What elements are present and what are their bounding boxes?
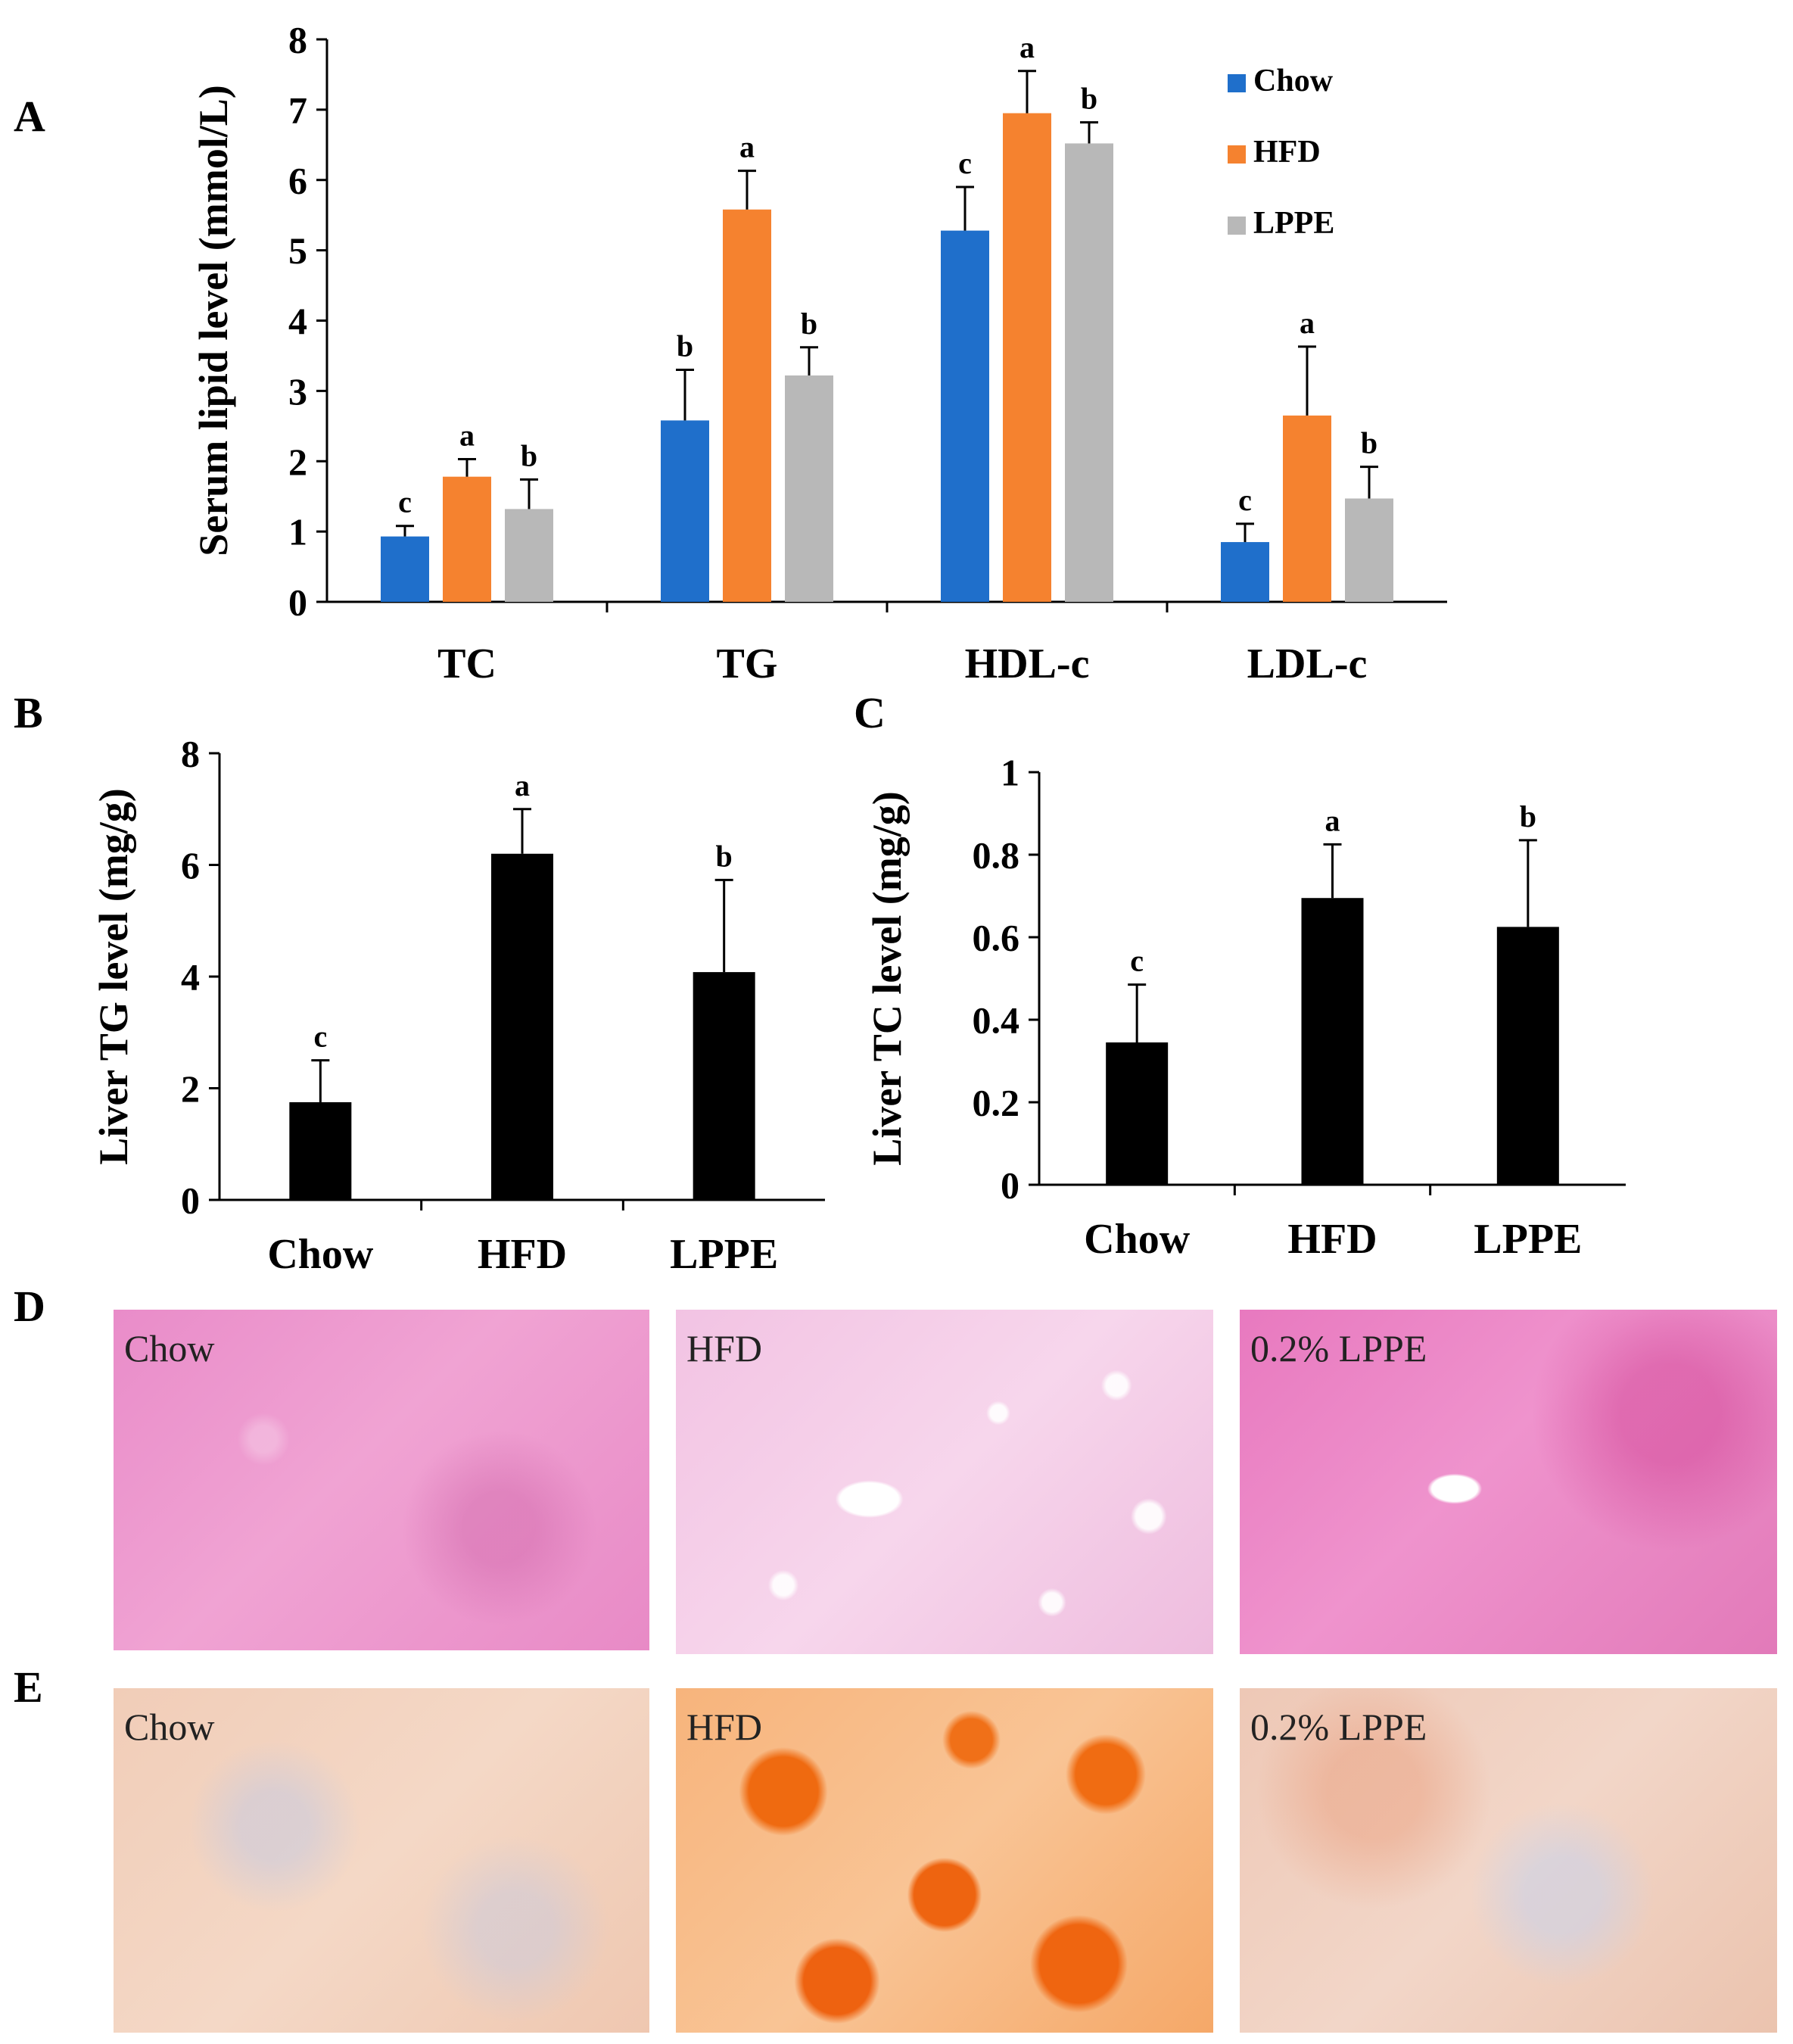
y-axis-label: Serum lipid level (mmol/L) [191,85,236,556]
x-category-label: HDL-c [965,640,1090,687]
micrograph-e-chow: Chow [114,1688,649,2033]
bar [723,209,771,602]
panel-label-a: A [14,92,45,141]
bar [1283,415,1331,602]
y-tick-label: 0.8 [973,834,1020,877]
legend-swatch [1228,217,1246,235]
y-tick-label: 2 [181,1067,200,1110]
bar [443,476,491,602]
bar [381,536,429,602]
x-category-label: LDL-c [1247,640,1368,687]
significance-letter: c [958,146,972,180]
y-tick-label: 1 [288,511,307,553]
y-tick-label: 1 [1001,752,1019,794]
micrograph-d-chow: Chow [114,1310,649,1650]
panel-label-c: C [854,688,886,737]
significance-letter: c [313,1020,327,1054]
y-tick-label: 2 [288,441,307,483]
micrograph-label: 0.2% LPPE [1250,1327,1427,1369]
y-tick-label: 7 [288,89,307,131]
significance-letter: a [459,418,475,452]
y-tick-label: 4 [181,956,200,999]
y-tick-label: 0.4 [973,999,1020,1042]
significance-letter: c [1130,944,1144,978]
y-tick-label: 4 [288,300,307,342]
bar [1106,1042,1169,1185]
bar [1221,542,1269,602]
panel-label-b: B [14,688,43,737]
y-tick-label: 5 [288,229,307,272]
micrograph-e-hfd: HFD [676,1688,1213,2033]
chart-c-liver-tc: 0 0.2 0.4 0.6 0.8 1 Liver TC level (mg/g) Chow H… [864,752,1626,1263]
y-tick-label: 0 [288,581,307,624]
significance-letter: b [1081,82,1097,116]
significance-letter: b [677,329,693,363]
micrograph-label: Chow [124,1706,215,1748]
significance-letter: a [515,768,530,802]
bar [289,1101,352,1200]
x-category-label: HFD [1287,1216,1377,1263]
significance-letter: b [521,438,537,472]
micrograph-label: Chow [124,1327,215,1369]
y-tick-label: 0 [181,1179,200,1222]
chart-b-liver-tg: 0 2 4 6 8 Liver TG level (mg/g) Chow HFD LPPE c a b [91,733,825,1278]
significance-letter: b [1361,426,1377,460]
bar [693,972,755,1200]
y-tick-label: 8 [288,19,307,61]
significance-letter: b [801,307,817,341]
y-tick-label: 0.6 [973,917,1020,959]
legend-label: Chow [1253,64,1334,98]
y-tick-label: 8 [181,733,200,775]
legend-label: LPPE [1253,206,1334,241]
bar [491,853,553,1200]
significance-letter: b [1520,799,1536,833]
legend-label: HFD [1253,135,1321,170]
y-tick-label: 6 [288,159,307,201]
bar [785,375,833,602]
bar [661,420,709,602]
x-category-label: TG [717,640,778,687]
y-axis-label: Liver TG level (mg/g) [91,788,136,1164]
y-tick-label: 3 [288,370,307,413]
y-axis-label: Liver TC level (mg/g) [864,791,910,1165]
bar [1065,143,1113,602]
micrograph-label: HFD [686,1327,763,1369]
micrograph-e-lppe: 0.2% LPPE [1240,1688,1777,2033]
legend-swatch [1228,145,1246,164]
x-category-label: TC [437,640,496,687]
significance-letter: c [1238,483,1252,517]
x-category-label: Chow [267,1231,374,1278]
significance-letter: c [398,485,412,519]
bar [505,509,553,602]
y-tick-label: 0 [1001,1164,1019,1207]
bar [1345,498,1393,602]
significance-letter: a [1325,803,1340,837]
micrograph-label: 0.2% LPPE [1250,1706,1427,1748]
bar [1301,898,1364,1185]
micrograph-d-hfd: HFD [676,1310,1213,1654]
bar [941,230,989,602]
significance-letter: a [739,130,755,164]
significance-letter: a [1019,30,1035,64]
x-category-label: LPPE [1474,1216,1582,1263]
x-category-label: HFD [478,1231,567,1278]
y-tick-label: 0.2 [973,1082,1020,1124]
panel-label-e: E [14,1662,43,1712]
micrograph-label: HFD [686,1706,763,1748]
x-category-label: Chow [1084,1216,1191,1263]
panel-label-d: D [14,1282,45,1331]
bar [1003,113,1051,603]
bar [1496,927,1559,1185]
legend-swatch [1228,74,1246,92]
chart-a-serum-lipid: 0 1 2 3 4 5 6 7 8 Serum lipid level (mmol/L) TC TG H… [191,19,1447,687]
significance-letter: b [716,839,733,873]
y-tick-label: 6 [181,844,200,886]
significance-letter: a [1300,306,1315,340]
micrograph-d-lppe: 0.2% LPPE [1240,1310,1777,1654]
x-category-label: LPPE [670,1231,778,1278]
